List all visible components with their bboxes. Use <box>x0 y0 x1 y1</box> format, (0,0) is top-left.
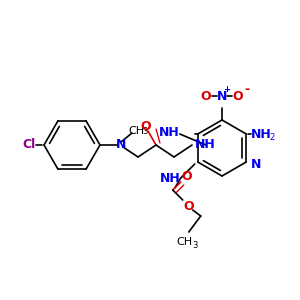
Text: NH: NH <box>251 128 272 140</box>
Text: NH: NH <box>195 139 216 152</box>
Text: CH: CH <box>128 126 144 136</box>
Text: O: O <box>183 200 194 212</box>
Text: +: + <box>224 85 230 94</box>
Text: N: N <box>251 158 262 170</box>
Text: -: - <box>244 83 250 97</box>
Text: O: O <box>141 121 151 134</box>
Text: O: O <box>182 169 192 182</box>
Text: N: N <box>217 89 227 103</box>
Text: CH: CH <box>177 237 193 247</box>
Text: 3: 3 <box>192 242 197 250</box>
Text: 2: 2 <box>269 134 274 142</box>
Text: O: O <box>201 89 211 103</box>
Text: NH: NH <box>160 172 181 184</box>
Text: N: N <box>116 139 126 152</box>
Text: Cl: Cl <box>23 139 36 152</box>
Text: 3: 3 <box>142 127 147 136</box>
Text: NH: NH <box>159 125 180 139</box>
Text: O: O <box>233 89 243 103</box>
